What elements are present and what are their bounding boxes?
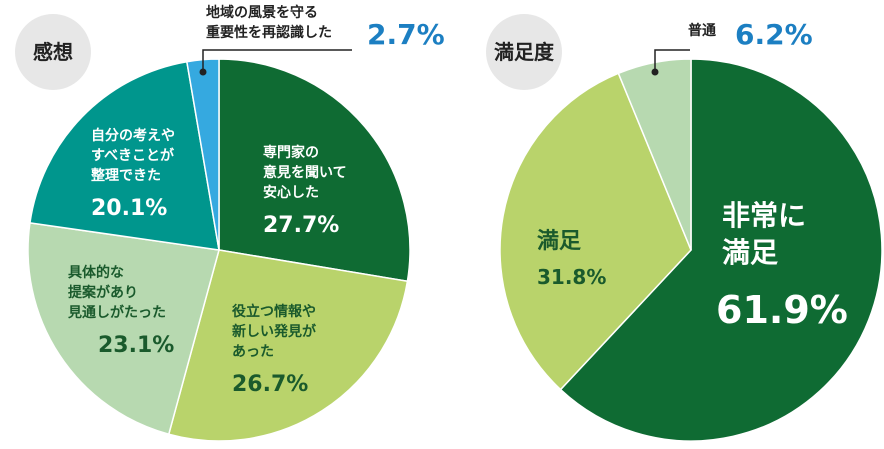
slice-label-outlook: 具体的な 提案があり 見通しがたった 23.1% (67, 264, 174, 358)
slice-text-line: 専門家の (263, 144, 319, 161)
slice-text-line: 役立つ情報や (232, 303, 316, 320)
pie-slice-1 (499, 72, 692, 391)
slice-text-line: 自分の考えや (91, 127, 175, 144)
callout-value: 2.7% (367, 18, 445, 51)
slice-value: 23.1% (98, 333, 174, 358)
callout-text-line: 普通 (688, 22, 716, 39)
callout-value: 6.2% (735, 18, 813, 51)
pie-slice-1 (167, 249, 409, 442)
satisfaction-title-badge (486, 14, 562, 90)
slice-text-line: 非常に (722, 199, 806, 232)
slice-text-line: 安心した (263, 184, 319, 201)
slice-text-line: 満足 (722, 236, 778, 269)
slice-text-line: 提案があり (68, 284, 138, 301)
slice-value: 26.7% (232, 372, 308, 397)
pie-slice-0 (218, 58, 411, 283)
callout-text-line: 地域の風景を守る (206, 4, 318, 21)
callout-dot (199, 68, 207, 76)
slice-text-line: 整理できた (90, 167, 161, 184)
callout-leader-line (654, 49, 690, 72)
satisfaction-pie (499, 58, 883, 442)
satisfaction-chart: 満足度 非常に 満足 61.9% 満足 31.8% 普通 6.2% (486, 14, 883, 442)
slice-value: 27.7% (263, 213, 339, 238)
slice-text-line: 意見を聞いて (263, 164, 347, 181)
satisfaction-title: 満足度 (494, 40, 555, 64)
slice-text-line: 新しい発見が (232, 323, 317, 340)
slice-label-very-satisfied: 非常に 満足 61.9% (716, 199, 848, 332)
slice-label-reassured: 専門家の 意見を聞いて 安心した 27.7% (263, 144, 347, 238)
impressions-chart: 感想 専門家の 意見を聞いて 安心した 27.7% 役立つ情報や 新しい発見が … (15, 4, 445, 442)
slice-text-line: 満足 (537, 228, 581, 254)
slice-label-new-discovery: 役立つ情報や 新しい発見が あった 26.7% (232, 303, 317, 397)
impressions-title-badge (15, 14, 91, 90)
slice-value: 61.9% (716, 288, 848, 332)
pie-slice-0 (559, 58, 883, 442)
callout-landscape: 地域の風景を守る 重要性を再認識した 2.7% (199, 4, 445, 76)
callout-dot (651, 68, 659, 76)
slice-value: 20.1% (91, 196, 167, 221)
callout-leader-line (202, 49, 352, 72)
slice-text-line: すべきことが (91, 147, 175, 164)
callout-text-line: 重要性を再認識した (206, 24, 332, 41)
slice-text-line: 具体的な (67, 264, 124, 281)
callout-normal: 普通 6.2% (651, 18, 813, 76)
slice-value: 31.8% (537, 265, 606, 289)
slice-label-organized: 自分の考えや すべきことが 整理できた 20.1% (90, 127, 175, 221)
impressions-pie (27, 58, 411, 442)
slice-text-line: あった (232, 344, 274, 360)
pie-slice-3 (29, 60, 220, 251)
slice-label-satisfied: 満足 31.8% (537, 228, 606, 289)
pie-slice-2 (27, 222, 220, 436)
slice-text-line: 見通しがたった (67, 304, 166, 321)
impressions-title: 感想 (33, 40, 73, 64)
pie-slice-2 (617, 58, 692, 251)
